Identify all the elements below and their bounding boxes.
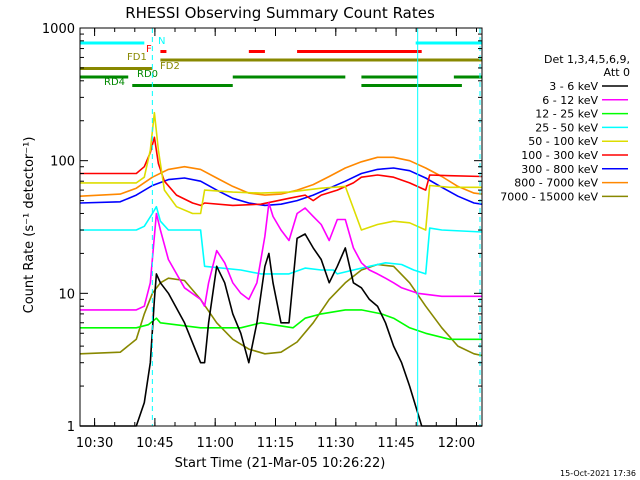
legend-entry-label: 300 - 800 keV — [521, 163, 598, 176]
x-tick-label: 11:00 — [196, 436, 233, 451]
y-tick-label: 1000 — [42, 22, 75, 37]
legend-entry-label: 7000 - 15000 keV — [500, 190, 598, 203]
legend-entry-label: 50 - 100 keV — [528, 135, 598, 148]
legend-entry-label: 800 - 7000 keV — [514, 177, 598, 190]
legend-entry-label: 25 - 50 keV — [535, 121, 598, 134]
x-tick-label: 10:30 — [76, 436, 113, 451]
y-tick-label: 100 — [50, 155, 75, 170]
axes: 10:30 10:45 11:00 11:15 11:30 11:45 12:00 1 10 10… — [42, 22, 482, 451]
legend-entry-label: 12 - 25 keV — [535, 108, 598, 121]
plot-frame — [79, 27, 483, 427]
vertical-markers — [151, 28, 481, 426]
series-line-25to50kev — [80, 205, 483, 275]
series-line-12to25kev — [80, 309, 482, 341]
legend-title-line: Att 0 — [604, 66, 630, 79]
series-line-100to300kev — [80, 136, 483, 207]
series-line-7000to15000kev — [79, 263, 483, 357]
series-line-800to7000kev — [79, 156, 483, 197]
flag-label-fd1: FD1 — [127, 52, 147, 63]
flag-label-rd4: RD4 — [104, 77, 125, 88]
series-line-3to6kev — [80, 233, 482, 427]
flag-label-rd0: RD0 — [137, 69, 158, 80]
x-tick-label: 12:00 — [438, 436, 475, 451]
x-tick-label: 11:45 — [377, 436, 414, 451]
x-tick-label: 11:15 — [257, 436, 294, 451]
y-axis-label: Count Rate (s⁻¹ detector⁻¹) — [22, 137, 37, 314]
timestamp: 15-Oct-2021 17:36 — [560, 469, 636, 478]
series-line-300to800kev — [79, 167, 483, 207]
series-line-6to12kev — [80, 202, 482, 311]
x-tick-label: 11:30 — [317, 436, 354, 451]
flag-label-fd2: FD2 — [160, 61, 180, 72]
series-lines — [79, 111, 483, 427]
series-line-50to100kev — [80, 111, 482, 231]
y-tick-label: 1 — [67, 420, 75, 435]
legend-title-line: Det 1,3,4,5,6,9, — [544, 53, 630, 66]
legend-entry-label: 3 - 6 keV — [549, 80, 598, 93]
chart-title: RHESSI Observing Summary Count Rates — [125, 4, 435, 22]
x-axis-label: Start Time (21-Mar-05 10:26:22) — [175, 456, 386, 471]
flag-label-f: F — [146, 44, 152, 55]
flag-label-n: N — [158, 36, 165, 47]
legend-entry-label: 100 - 300 keV — [521, 149, 598, 162]
x-tick-label: 10:45 — [136, 436, 173, 451]
y-tick-label: 10 — [58, 287, 75, 302]
legend-entry-label: 6 - 12 keV — [542, 94, 598, 107]
